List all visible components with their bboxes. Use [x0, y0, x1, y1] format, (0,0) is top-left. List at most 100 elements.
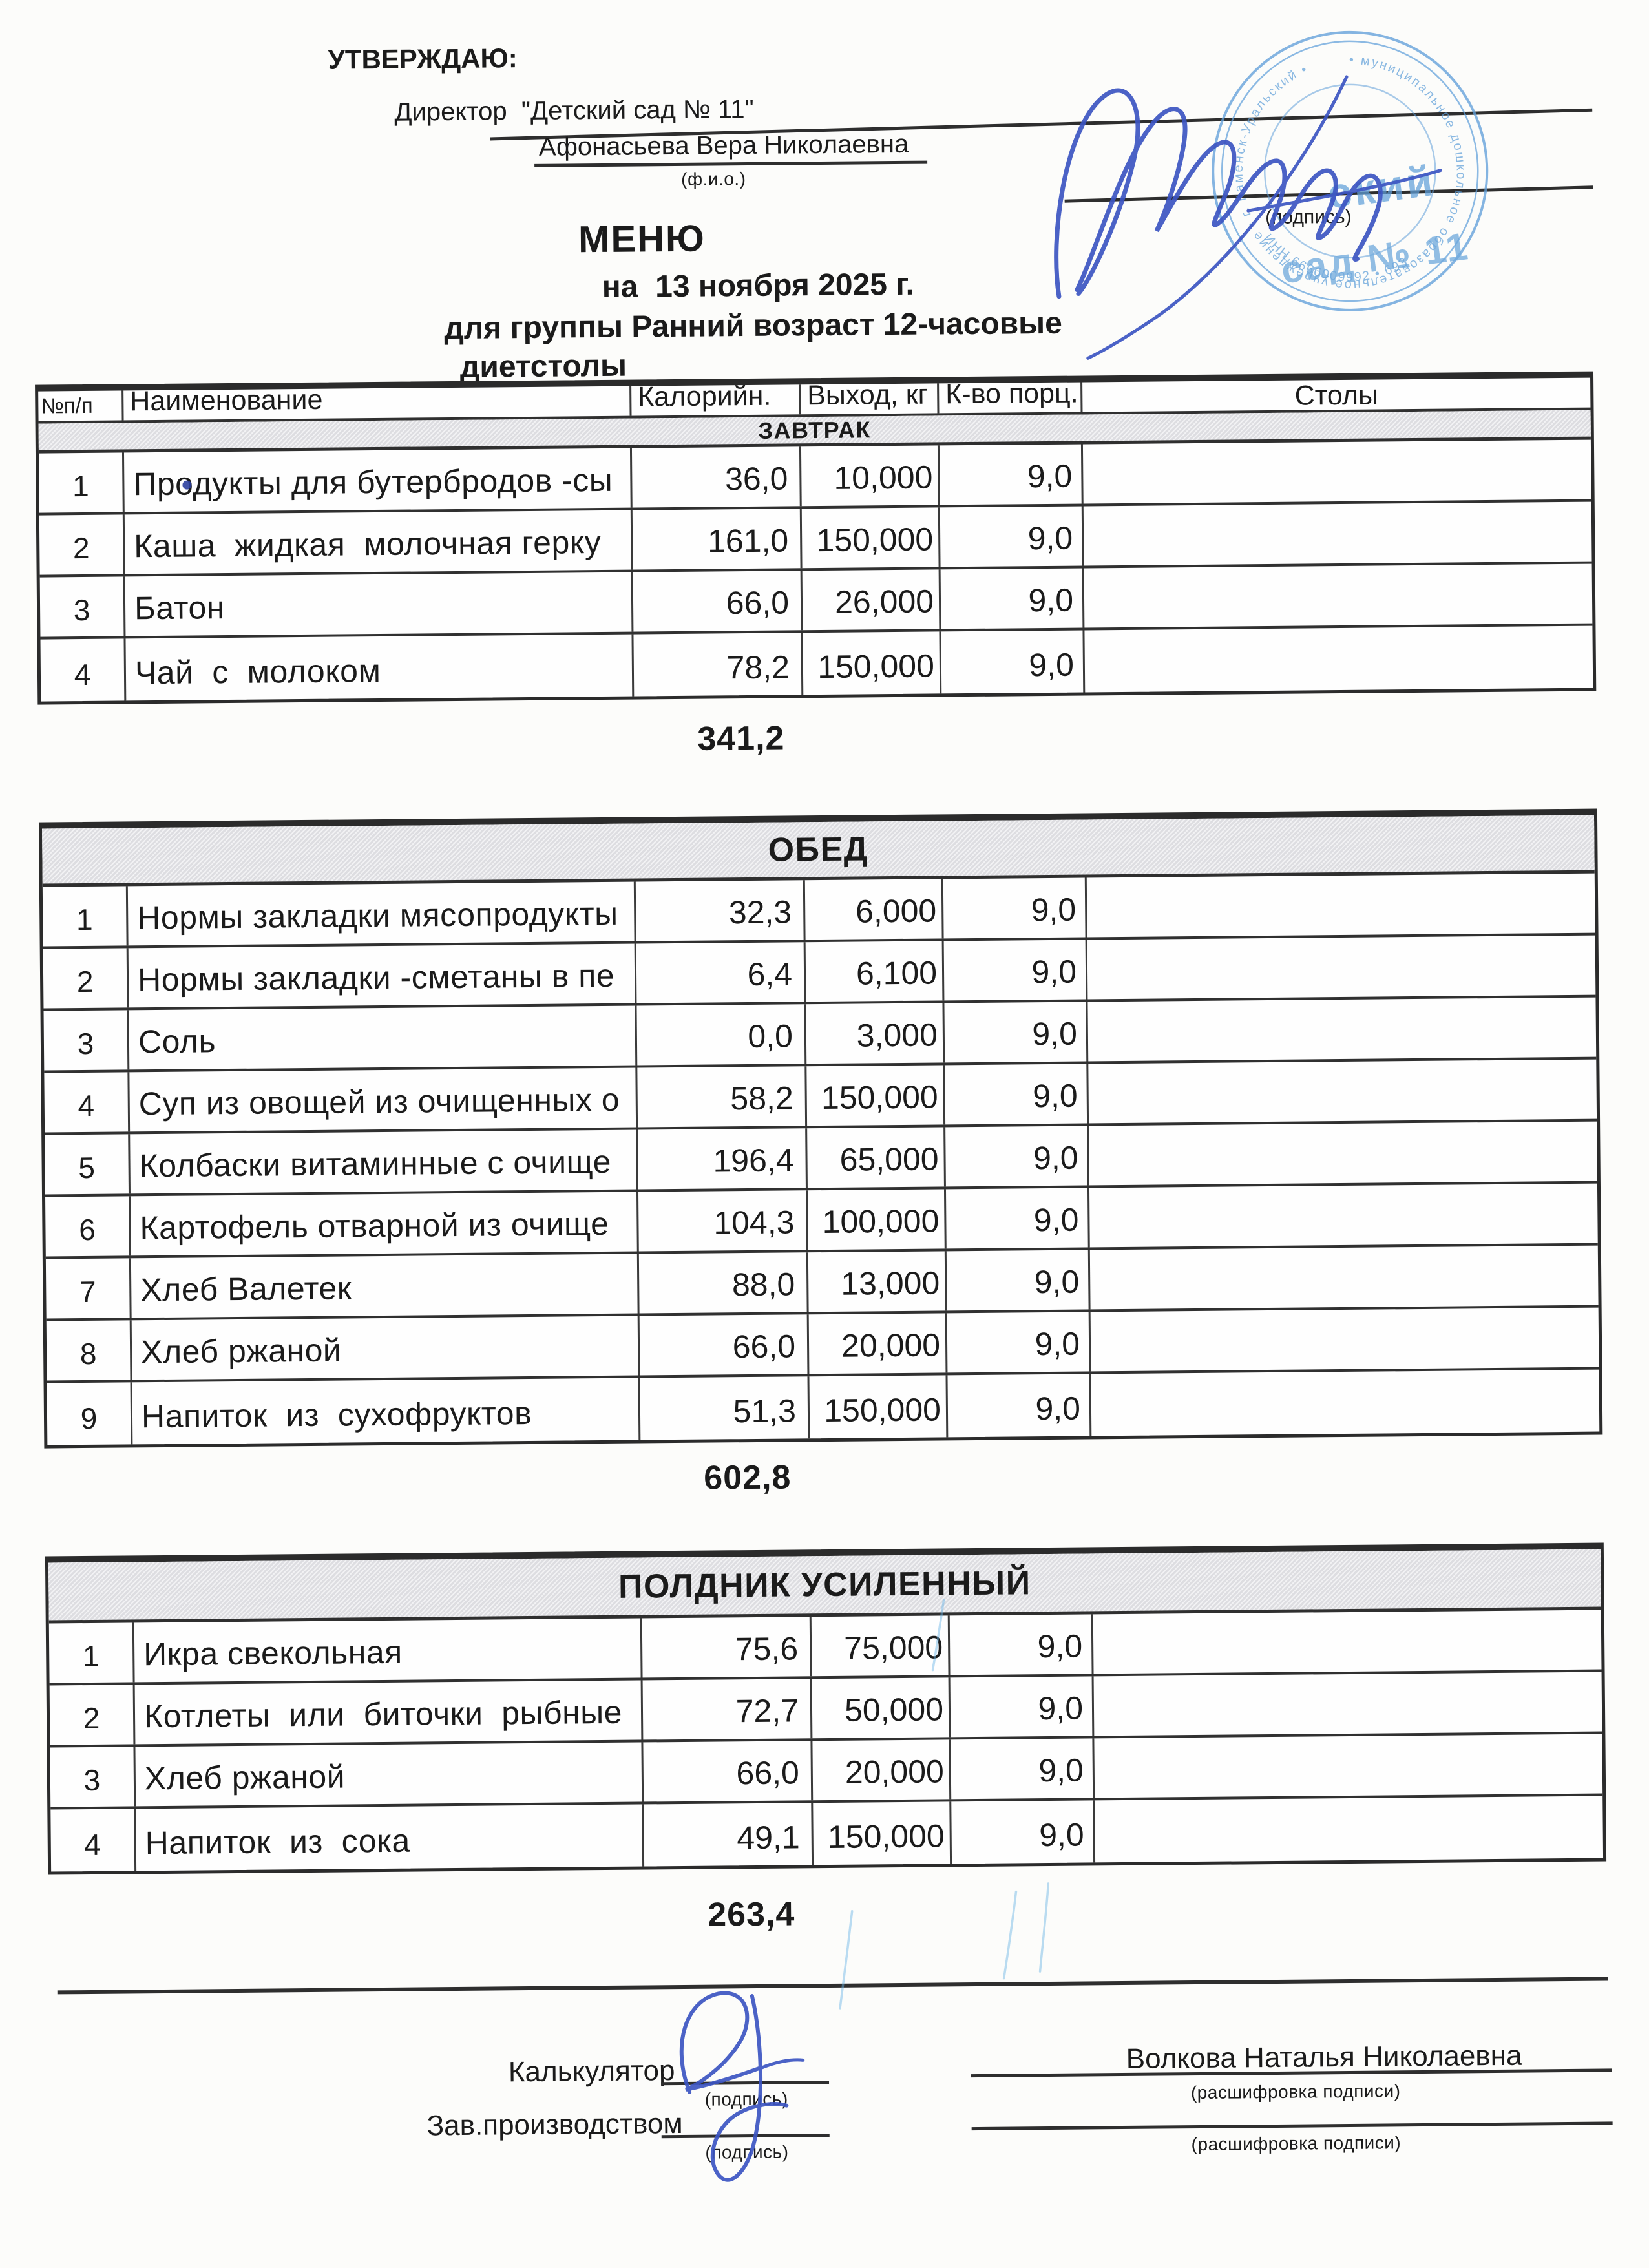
cell-output: 65,000: [807, 1127, 946, 1188]
cell-calories: 78,2: [633, 633, 804, 697]
cell-name: Хлеб ржаной: [135, 1742, 644, 1807]
cell-output: 150,000: [803, 631, 942, 695]
cell-calories: 104,3: [638, 1190, 808, 1252]
cell-output: 20,000: [812, 1739, 952, 1801]
cell-portions: 9,0: [944, 1002, 1089, 1063]
cell-name: Картофель отварной из очище: [131, 1192, 639, 1256]
director-signature-line: [1064, 185, 1593, 203]
cell-portions: 9,0: [940, 506, 1084, 567]
cell-num: 2: [49, 1685, 136, 1745]
snack-total: 263,4: [707, 1895, 795, 1934]
cell-tables: [1094, 1734, 1602, 1798]
cell-num: 7: [45, 1258, 132, 1319]
cell-tables: [1089, 1122, 1597, 1186]
cell-calories: 66,0: [633, 571, 803, 632]
cell-portions: 9,0: [943, 940, 1088, 1001]
cell-num: 1: [42, 886, 129, 947]
cell-calories: 88,0: [638, 1252, 809, 1314]
cell-name: Продукты для бутербродов -сы: [123, 448, 633, 512]
footer-rule: [57, 1977, 1608, 1995]
table-row: 4 Напиток из сока 49,1 150,000 9,0: [50, 1796, 1603, 1872]
cell-num: 1: [48, 1622, 135, 1683]
cell-tables: [1093, 1610, 1602, 1674]
svg-text:• муниципальное дошкольное обр: • муниципальное дошкольное образовательн…: [1230, 52, 1469, 293]
cell-output: 75,000: [811, 1615, 951, 1677]
cell-portions: 9,0: [949, 1614, 1094, 1675]
cell-output: 150,000: [801, 507, 941, 569]
cell-output: 150,000: [806, 1065, 946, 1126]
cell-name: Соль: [129, 1005, 638, 1070]
cell-num: 5: [45, 1134, 131, 1195]
cell-calories: 0,0: [636, 1004, 807, 1066]
cell-portions: 9,0: [946, 1250, 1091, 1311]
table-row: 9 Напиток из сухофруктов 51,3 150,000 9,0: [47, 1370, 1600, 1445]
cell-portions: 9,0: [941, 630, 1086, 694]
cell-name: Батон: [125, 572, 634, 636]
calculator-transcript-caption: (расшифровка подписи): [1190, 2081, 1401, 2103]
cell-tables: [1091, 1370, 1599, 1436]
cell-name: Икра свекольная: [134, 1618, 643, 1683]
cell-name: Каша жидкая молочная герку: [124, 510, 633, 574]
calculator-sign-line: [661, 2081, 830, 2086]
cell-output: 20,000: [808, 1313, 948, 1374]
cell-num: 3: [50, 1747, 136, 1807]
cell-output: 150,000: [813, 1801, 952, 1865]
cell-num: 4: [40, 638, 127, 702]
cell-num: 9: [47, 1382, 133, 1445]
snack-table: ПОЛДНИК УСИЛЕННЫЙ 1 Икра свекольная 75,6 75,…: [45, 1542, 1607, 1875]
cell-tables: [1084, 626, 1593, 693]
cell-num: 3: [43, 1010, 130, 1071]
production-label: Зав.производством: [426, 2107, 683, 2142]
cell-name: Хлеб ржаной: [131, 1316, 640, 1380]
cell-name: Нормы закладки -сметаны в пе: [128, 943, 637, 1008]
cell-output: 13,000: [808, 1251, 947, 1312]
fio-caption: (ф.и.о.): [681, 169, 746, 189]
director-line: Директор "Детский сад № 11": [394, 94, 754, 127]
cell-output: 50,000: [812, 1677, 951, 1739]
cell-calories: 58,2: [637, 1066, 808, 1128]
cell-num: 8: [46, 1320, 132, 1381]
cell-portions: 9,0: [951, 1800, 1096, 1864]
cell-portions: 9,0: [951, 1738, 1095, 1800]
cell-portions: 9,0: [943, 877, 1087, 939]
cell-portions: 9,0: [945, 1188, 1090, 1249]
cell-output: 10,000: [801, 445, 940, 507]
cell-tables: [1087, 936, 1596, 1000]
col-header-calories: Калорийн.: [631, 384, 801, 416]
cell-calories: 6,4: [636, 942, 806, 1003]
cell-num: 1: [38, 452, 125, 513]
cell-num: 4: [50, 1809, 137, 1872]
production-sign-caption: (подпись): [705, 2141, 789, 2163]
calculator-label: Калькулятор: [508, 2055, 675, 2088]
cell-calories: 75,6: [642, 1617, 812, 1678]
cell-tables: [1087, 874, 1595, 938]
director-name: Афонасьева Вера Николаевна: [538, 129, 909, 162]
cell-portions: 9,0: [940, 568, 1085, 629]
cell-portions: 9,0: [939, 444, 1084, 505]
cell-tables: [1091, 1308, 1599, 1372]
cell-tables: [1094, 1672, 1602, 1736]
cell-name: Нормы закладки мясопродукты: [127, 881, 636, 946]
cell-name: Котлеты или биточки рыбные: [134, 1680, 644, 1745]
cell-num: 2: [43, 948, 129, 1009]
cell-output: 150,000: [809, 1375, 949, 1439]
director-signature-caption: (подпись): [1265, 205, 1352, 229]
official-stamp: • муниципальное дошкольное образовательн…: [1212, 30, 1489, 311]
cell-output: 100,000: [807, 1189, 947, 1250]
lunch-table: ОБЕД 1 Нормы закладки мясопродукты 32,3 6,00…: [38, 808, 1603, 1449]
production-transcript-line: [971, 2121, 1613, 2131]
cell-num: 2: [39, 514, 125, 575]
menu-group-line: для группы Ранний возраст 12-часовые: [444, 306, 1063, 346]
menu-heading: МЕНЮ: [578, 217, 706, 261]
col-header-output: Выход, кг: [801, 383, 940, 415]
cell-name: Колбаски витаминные с очище: [130, 1129, 638, 1194]
cell-tables: [1095, 1796, 1603, 1863]
calculator-sign-caption: (подпись): [704, 2088, 788, 2110]
menu-date-line: на 13 ноября 2025 г.: [602, 267, 915, 304]
cell-tables: [1084, 564, 1593, 628]
col-header-name: Наименование: [123, 386, 632, 421]
cell-portions: 9,0: [945, 1126, 1089, 1187]
svg-text:ИНН 6666009992 • 693: ИНН 6666009992 • 693: [1261, 230, 1411, 285]
cell-portions: 9,0: [945, 1064, 1089, 1125]
